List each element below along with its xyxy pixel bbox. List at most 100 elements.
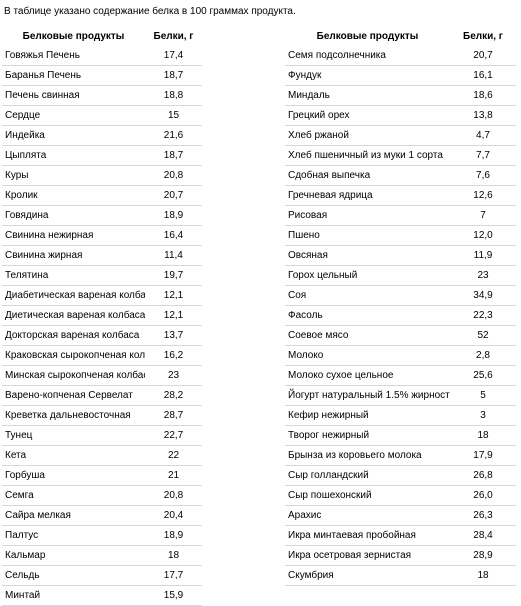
table-row: Кета 22 Брынза из коровьего молока 17,9 [2, 445, 516, 466]
table-row: Куры 20,8 Сдобная выпечка 7,6 [2, 165, 516, 186]
gap-cell [202, 46, 285, 66]
table-row: Палтус 18,9 Икра минтаевая пробойная 28,4 [2, 525, 516, 546]
protein-value: 22,7 [145, 425, 202, 446]
gap-cell [202, 186, 285, 206]
product-name: Свинина жирная [2, 245, 145, 266]
product-name: Рисовая [285, 205, 450, 226]
page: В таблице указано содержание белка в 100… [2, 6, 516, 606]
gap-cell [202, 66, 285, 86]
protein-value: 18,7 [145, 65, 202, 86]
protein-value: 18,9 [145, 525, 202, 546]
protein-value: 12,1 [145, 305, 202, 326]
protein-value: 3 [450, 405, 516, 426]
protein-value: 18 [145, 545, 202, 566]
product-name: Хлеб ржаной [285, 125, 450, 146]
protein-value: 19,7 [145, 265, 202, 286]
protein-value: 18,7 [145, 145, 202, 166]
protein-value: 11,4 [145, 245, 202, 266]
table-row: Кролик 20,7 Гречневая ядрица 12,6 [2, 185, 516, 206]
product-name: Творог нежирный [285, 425, 450, 446]
product-name: Арахис [285, 505, 450, 526]
product-name: Варено-копченая Сервелат [2, 385, 145, 406]
table-row: Баранья Печень 18,7 Фундук 16,1 [2, 65, 516, 86]
table-row: Телятина 19,7 Горох цельный 23 [2, 265, 516, 286]
protein-value: 7 [450, 205, 516, 226]
protein-value: 17,4 [145, 46, 202, 66]
table-row: Кальмар 18 Икра осетровая зернистая 28,9 [2, 545, 516, 566]
product-name: Креветка дальневосточная [2, 405, 145, 426]
gap-cell [202, 526, 285, 546]
protein-value: 12,1 [145, 285, 202, 306]
table-row: Докторская вареная колбаса 13,7 Соевое мяс… [2, 325, 516, 346]
product-name: Гречневая ядрица [285, 185, 450, 206]
protein-value: 16,4 [145, 225, 202, 246]
protein-value: 22 [145, 445, 202, 466]
column-header: Белки, г [153, 30, 194, 42]
table-row: Сельдь 17,7 Скумбрия 18 [2, 565, 516, 586]
product-name: Горбуша [2, 465, 145, 486]
protein-value: 12,0 [450, 225, 516, 246]
gap-cell [202, 206, 285, 226]
product-name: Говядина [2, 205, 145, 226]
protein-value: 34,9 [450, 285, 516, 306]
product-name: Семя подсолнечника [285, 46, 450, 66]
product-name: Индейка [2, 125, 145, 146]
table-row: Диабетическая вареная колбаса 12,1 Соя 34,9 [2, 285, 516, 306]
product-name: Йогурт натуральный 1.5% жирности [285, 385, 450, 406]
table-row: Минтай 15,9 [2, 585, 516, 606]
product-name: Соевое мясо [285, 325, 450, 346]
table-row: Свинина жирная 11,4 Овсяная 11,9 [2, 245, 516, 266]
product-name: Минская сырокопченая колбаса [2, 365, 145, 386]
protein-value: 20,8 [145, 165, 202, 186]
product-name: Кета [2, 445, 145, 466]
protein-value: 7,6 [450, 165, 516, 186]
table-row: Сердце 15 Грецкий орех 13,8 [2, 105, 516, 126]
gap-cell [202, 446, 285, 466]
gap-cell [202, 326, 285, 346]
gap-cell [202, 246, 285, 266]
gap-cell [202, 426, 285, 446]
protein-value: 20,8 [145, 485, 202, 506]
product-name: Грецкий орех [285, 105, 450, 126]
product-name: Кефир нежирный [285, 405, 450, 426]
protein-value: 20,7 [450, 46, 516, 66]
protein-value: 23 [145, 365, 202, 386]
protein-value: 12,6 [450, 185, 516, 206]
column-header: Белковые продукты [22, 30, 125, 42]
protein-value: 18,9 [145, 205, 202, 226]
header-row: Белковые продукты Белки, г Белковые продук… [2, 26, 516, 46]
table-row: Печень свинная 18,8 Миндаль 18,6 [2, 85, 516, 106]
protein-value: 16,1 [450, 65, 516, 86]
protein-value: 18 [450, 565, 516, 586]
gap-cell [202, 406, 285, 426]
product-name: Телятина [2, 265, 145, 286]
gap-cell [202, 566, 285, 586]
product-name: Брынза из коровьего молока [285, 445, 450, 466]
table-row: Говяжья Печень 17,4 Семя подсолнечника 20,7 [2, 46, 516, 66]
protein-value: 25,6 [450, 365, 516, 386]
gap-cell [202, 386, 285, 406]
product-name: Фундук [285, 65, 450, 86]
gap-cell [202, 286, 285, 306]
gap-cell [202, 226, 285, 246]
product-name: Соя [285, 285, 450, 306]
protein-value: 28,9 [450, 545, 516, 566]
gap-cell [202, 26, 285, 46]
protein-value: 4,7 [450, 125, 516, 146]
product-name: Молоко [285, 345, 450, 366]
table-row: Горбуша 21 Сыр голландский 26,8 [2, 465, 516, 486]
protein-value: 5 [450, 385, 516, 406]
protein-value: 26,8 [450, 465, 516, 486]
product-name: Молоко сухое цельное [285, 365, 450, 386]
protein-value: 15 [145, 105, 202, 126]
product-name: Баранья Печень [2, 65, 145, 86]
product-name: Миндаль [285, 85, 450, 106]
gap-cell [202, 166, 285, 186]
gap-cell [202, 586, 285, 606]
column-header: Белковые продукты [316, 30, 419, 42]
product-name: Кальмар [2, 545, 145, 566]
product-name: Кролик [2, 185, 145, 206]
protein-value: 7,7 [450, 145, 516, 166]
intro-text: В таблице указано содержание белка в 100… [4, 6, 296, 17]
table-row: Свинина нежирная 16,4 Пшено 12,0 [2, 225, 516, 246]
